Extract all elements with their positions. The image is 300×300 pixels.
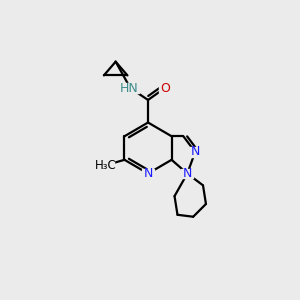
Bar xyxy=(96,161,114,171)
Text: H₃C: H₃C xyxy=(95,159,117,172)
Text: N: N xyxy=(183,167,192,180)
Text: HN: HN xyxy=(120,82,139,95)
Text: O: O xyxy=(160,82,170,95)
Text: N: N xyxy=(190,146,200,158)
Bar xyxy=(182,169,193,178)
Bar xyxy=(142,169,154,178)
Bar xyxy=(159,83,171,93)
Text: N: N xyxy=(143,167,153,180)
Bar xyxy=(120,83,139,93)
Bar xyxy=(189,147,201,157)
